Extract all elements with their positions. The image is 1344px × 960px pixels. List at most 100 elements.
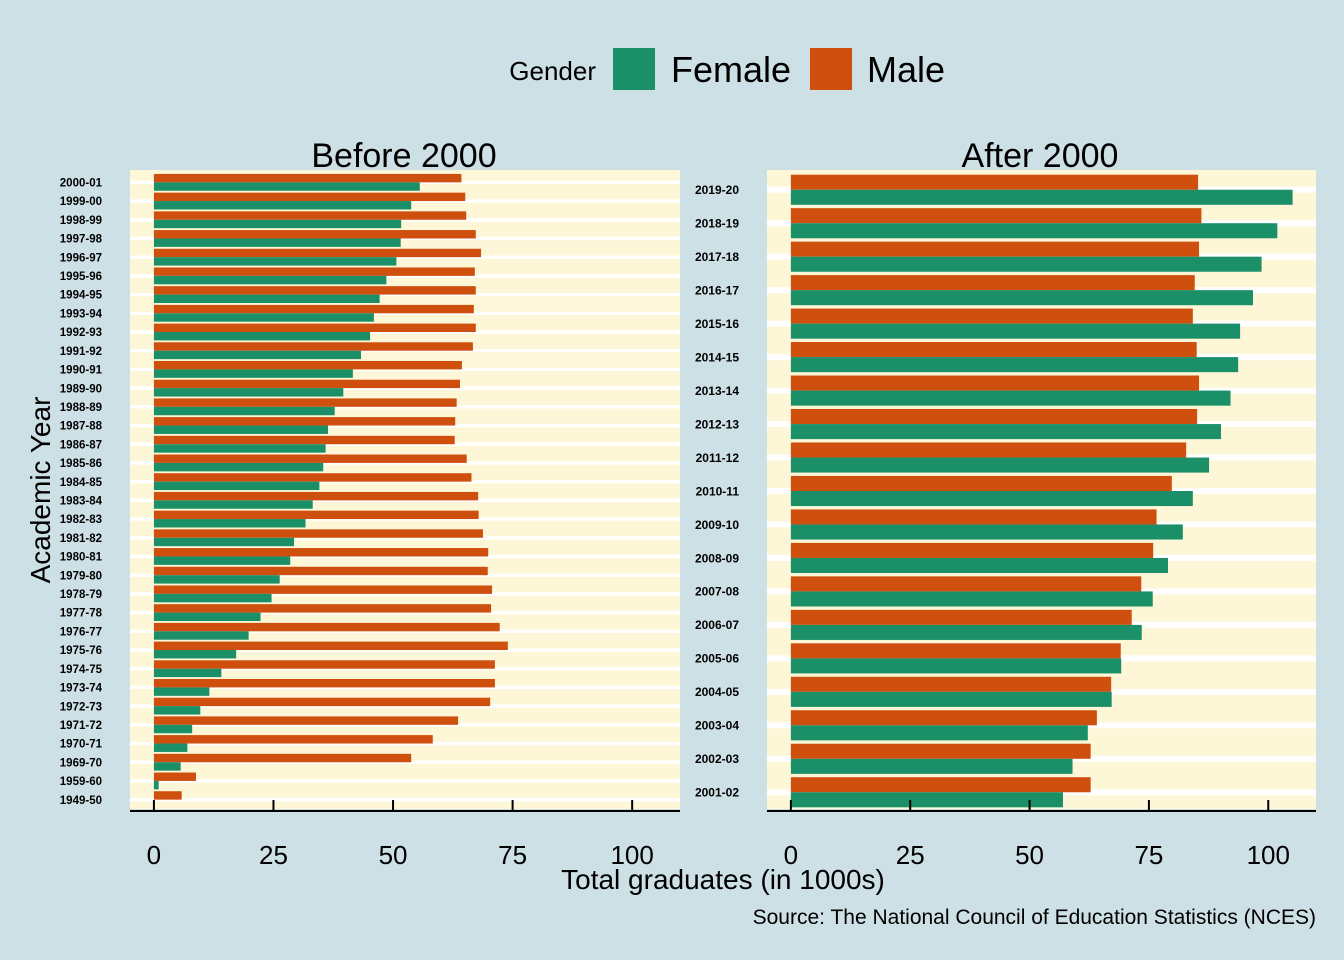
bar-female (790, 223, 1278, 239)
bar-male (790, 208, 1202, 224)
y-tick-label: 2016-17 (695, 283, 739, 297)
x-tick-label: 100 (1247, 840, 1290, 870)
bar-male (153, 454, 467, 463)
bar-male (153, 435, 455, 445)
bar-female (153, 257, 397, 266)
bar-male (790, 275, 1195, 291)
bar-female (790, 524, 1183, 540)
bar-male (153, 566, 488, 576)
y-tick-label: 1985-86 (60, 458, 102, 470)
bar-male (153, 211, 467, 220)
bar-male (153, 360, 462, 370)
bar-female (153, 575, 280, 584)
bar-female (153, 313, 374, 322)
legend-female-swatch (613, 48, 655, 90)
x-tick-label: 25 (259, 840, 288, 870)
y-tick-label: 2018-19 (695, 217, 739, 231)
x-tick-label: 75 (498, 840, 527, 870)
legend-title: Gender (509, 56, 596, 86)
y-tick-label: 2004-05 (695, 685, 739, 699)
bar-male (153, 230, 476, 239)
bar-male (790, 375, 1200, 391)
legend: Gender Female Male (509, 48, 945, 90)
y-tick-label: 2013-14 (695, 384, 739, 398)
legend-female-label: Female (671, 49, 791, 90)
bar-male (153, 660, 495, 669)
y-tick-label: 1998-99 (60, 215, 102, 227)
bar-female (153, 219, 402, 229)
bar-female (790, 323, 1241, 339)
y-tick-label: 2005-06 (695, 652, 739, 666)
bar-female (153, 481, 320, 491)
bar-female (153, 406, 335, 416)
y-tick-label: 2014-15 (695, 350, 739, 364)
y-tick-label: 1990-91 (60, 365, 103, 377)
y-tick-label: 2011-12 (696, 451, 740, 465)
bar-male (153, 342, 473, 351)
y-tick-label: 1976-77 (60, 626, 102, 638)
bar-male (153, 716, 459, 725)
bar-female (790, 792, 1063, 808)
bar-female (153, 275, 387, 285)
bar-male (153, 735, 433, 744)
bar-female (790, 390, 1231, 406)
bar-female (790, 189, 1293, 205)
bar-female (153, 462, 324, 472)
bar-female (790, 357, 1239, 373)
bar-male (790, 710, 1097, 726)
bar-female (153, 238, 401, 247)
bar-female (153, 332, 371, 341)
bar-female (790, 691, 1112, 707)
y-tick-label: 2012-13 (695, 417, 739, 431)
bar-male (790, 174, 1199, 190)
bar-female (790, 457, 1210, 473)
y-tick-label: 1988-89 (60, 402, 102, 414)
y-tick-label: 1986-87 (60, 439, 102, 451)
bar-female (790, 256, 1262, 272)
bar-female (790, 290, 1253, 306)
y-tick-label: 1959-60 (60, 776, 102, 788)
bar-male (153, 286, 476, 295)
bar-female (153, 706, 201, 715)
bar-male (153, 248, 482, 258)
source-caption: Source: The National Council of Educatio… (753, 906, 1316, 929)
bar-female (790, 591, 1153, 607)
y-tick-label: 1969-70 (60, 757, 102, 769)
bar-female (153, 369, 353, 378)
bar-male (790, 475, 1172, 491)
panel-before-2000: 1949-50 1959-60 1969-70 1970-71 1971-72 1972-… (60, 170, 680, 870)
bar-female (153, 687, 210, 696)
y-tick-label: 1970-71 (60, 739, 103, 751)
y-tick-label: 2015-16 (695, 317, 739, 331)
bar-male (153, 622, 500, 632)
y-tick-label: 1997-98 (60, 234, 103, 246)
y-tick-label: 1972-73 (60, 701, 102, 713)
bar-male (153, 379, 461, 389)
bar-male (153, 641, 508, 650)
bar-male (790, 743, 1091, 759)
bar-male (790, 442, 1187, 458)
y-tick-label: 1999-00 (60, 196, 102, 208)
legend-male-swatch (810, 48, 852, 90)
y-tick-label: 1984-85 (60, 477, 103, 489)
x-tick-label: 50 (379, 840, 408, 870)
y-tick-label: 2017-18 (695, 250, 739, 264)
y-tick-label: 1979-80 (60, 570, 102, 582)
bar-female (153, 631, 249, 640)
x-tick-label: 50 (1015, 840, 1044, 870)
bar-female (153, 201, 412, 210)
y-tick-label: 1977-78 (60, 608, 103, 620)
bar-female (153, 780, 159, 790)
bar-male (153, 323, 476, 332)
bar-female (790, 424, 1221, 440)
bar-male (153, 510, 479, 520)
bar-male (153, 267, 475, 276)
bar-female (790, 658, 1122, 674)
bar-male (153, 304, 474, 314)
bar-female (153, 537, 295, 547)
bar-male (790, 676, 1112, 692)
y-tick-label: 1994-95 (60, 290, 103, 302)
bar-female (153, 743, 188, 752)
bar-male (153, 398, 457, 407)
x-tick-label: 100 (610, 840, 653, 870)
